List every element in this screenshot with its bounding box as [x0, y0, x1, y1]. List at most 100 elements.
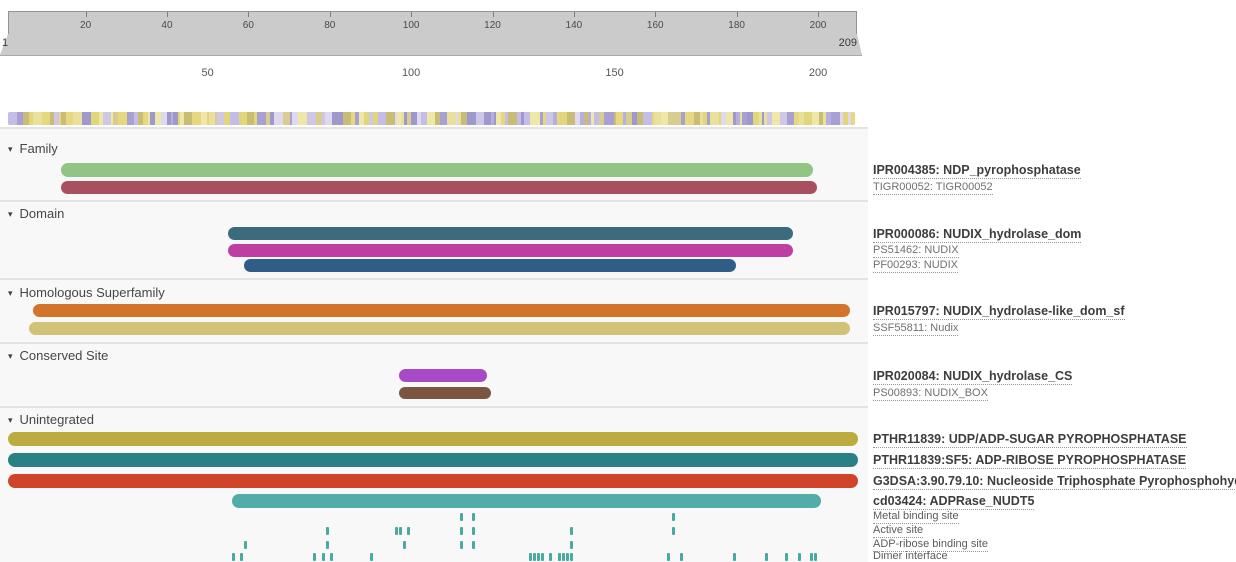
- site-residue-tick: [321, 553, 325, 561]
- feature-label-link[interactable]: PTHR11839:SF5: ADP-RIBOSE PYROPHOSPHATAS…: [873, 453, 1187, 469]
- site-track-dimer-interface[interactable]: [0, 553, 868, 561]
- feature-bar-PS51462[interactable]: [228, 244, 793, 257]
- site-residue-tick: [472, 527, 476, 535]
- feature-label-link[interactable]: Dimer interface: [873, 550, 948, 562]
- section-header-family[interactable]: ▾ Family: [8, 141, 58, 157]
- sequence-residue-stripe: [543, 112, 546, 125]
- site-track-metal-binding-site[interactable]: [0, 513, 868, 521]
- sequence-residue-stripe: [332, 112, 335, 125]
- triangle-down-icon[interactable]: ▾: [8, 415, 13, 425]
- sequence-residue-stripe: [736, 112, 740, 125]
- secondary-ruler-label: 150: [605, 67, 624, 79]
- site-residue-tick: [394, 527, 398, 535]
- section-header-domain[interactable]: ▾ Domain: [8, 206, 64, 222]
- sequence-residue-stripe: [435, 112, 440, 125]
- feature-label-active-site: Active site: [873, 524, 924, 538]
- feature-label-link[interactable]: Active site: [873, 524, 924, 538]
- feature-label-link[interactable]: Metal binding site: [873, 510, 959, 524]
- feature-bar-IPR015797[interactable]: [32, 304, 850, 317]
- sequence-residue-stripe: [843, 112, 848, 125]
- sequence-residue-stripe: [461, 112, 467, 125]
- sequence-residue-stripe: [38, 112, 42, 125]
- triangle-down-icon[interactable]: ▾: [8, 144, 13, 154]
- ruler-tick-label: 160: [646, 20, 664, 31]
- feature-bar-IPR000086[interactable]: [228, 227, 793, 240]
- feature-bar-PS00893[interactable]: [398, 387, 492, 399]
- sequence-navigation-ruler[interactable]: [8, 11, 857, 34]
- sequence-residue-stripe: [59, 112, 61, 125]
- sequence-residue-stripe: [42, 112, 50, 125]
- sequence-navigation-handle[interactable]: [0, 34, 862, 55]
- feature-label-link[interactable]: IPR020084: NUDIX_hydrolase_CS: [873, 369, 1073, 385]
- sequence-residue-stripe: [851, 112, 855, 125]
- feature-bar-cd03424[interactable]: [232, 494, 822, 508]
- ruler-tick: [85, 12, 87, 17]
- feature-label-link[interactable]: PTHR11839: UDP/ADP-SUGAR PYROPHOSPHATASE: [873, 432, 1187, 448]
- site-residue-tick: [407, 527, 411, 535]
- sequence-residue-stripe: [351, 112, 355, 125]
- sequence-residue-stripe: [138, 112, 143, 125]
- feature-label-link[interactable]: TIGR00052: TIGR00052: [873, 181, 993, 195]
- sequence-residue-stripe: [742, 112, 747, 125]
- section-header-unintegrated[interactable]: ▾ Unintegrated: [8, 412, 94, 428]
- feature-label-adp-ribose-binding-site: ADP-ribose binding site: [873, 538, 988, 552]
- triangle-down-icon[interactable]: ▾: [8, 351, 13, 361]
- section-title: Family: [19, 141, 58, 156]
- feature-label-link[interactable]: PS00893: NUDIX_BOX: [873, 387, 988, 401]
- feature-bar-TIGR00052[interactable]: [61, 181, 817, 194]
- sequence-residue-stripe: [359, 112, 364, 125]
- sequence-residue-stripe: [99, 112, 103, 125]
- site-residue-tick: [325, 527, 329, 535]
- sequence-residue-stripe: [530, 112, 537, 125]
- site-track-adp-ribose-binding-site[interactable]: [0, 541, 868, 549]
- ruler-tick-label: 20: [80, 20, 92, 31]
- sequence-residue-stripe: [674, 112, 681, 125]
- site-residue-tick: [240, 553, 244, 561]
- sequence-residue-stripe: [780, 112, 787, 125]
- sequence-residue-stripe: [540, 112, 543, 125]
- section-header-conserved-site[interactable]: ▾ Conserved Site: [8, 348, 108, 364]
- section-header-homologous-superfamily[interactable]: ▾ Homologous Superfamily: [8, 285, 165, 301]
- sequence-residue-stripe: [127, 112, 134, 125]
- feature-label-link[interactable]: G3DSA:3.90.79.10: Nucleoside Triphosphat…: [873, 474, 1236, 490]
- triangle-down-icon[interactable]: ▾: [8, 209, 13, 219]
- site-residue-tick: [370, 553, 374, 561]
- sequence-residue-stripe: [762, 112, 764, 125]
- sequence-residue-stripe: [184, 112, 192, 125]
- sequence-residue-stripe: [588, 112, 591, 125]
- sequence-residue-stripe: [537, 112, 540, 125]
- feature-bar-SSF55811[interactable]: [28, 322, 850, 335]
- feature-bar-PTHR11839-SF5[interactable]: [8, 453, 858, 467]
- sequence-residue-stripe: [759, 112, 762, 125]
- feature-bar-IPR004385[interactable]: [61, 163, 813, 177]
- feature-bar-G3DSA-3.90.79.10[interactable]: [8, 474, 858, 488]
- feature-bar-PF00293[interactable]: [244, 259, 736, 272]
- sequence-residue-stripe: [710, 112, 719, 125]
- sequence-residue-stripe: [364, 112, 369, 125]
- feature-label-link[interactable]: cd03424: ADPRase_NUDT5: [873, 494, 1035, 510]
- feature-bar-IPR020084[interactable]: [398, 369, 488, 382]
- feature-label-link[interactable]: IPR015797: NUDIX_hydrolase-like_dom_sf: [873, 304, 1125, 320]
- sequence-residue-stripe: [559, 112, 567, 125]
- site-track-active-site[interactable]: [0, 527, 868, 535]
- feature-label-metal-binding-site: Metal binding site: [873, 510, 959, 524]
- feature-label-link[interactable]: PS51462: NUDIX: [873, 244, 959, 258]
- site-residue-tick: [459, 527, 463, 535]
- sequence-residue-stripe: [91, 112, 99, 125]
- feature-label-cd03424: cd03424: ADPRase_NUDT5: [873, 494, 1035, 510]
- sequence-residue-stripe: [719, 112, 721, 125]
- sequence-residue-stripe: [209, 112, 215, 125]
- triangle-down-icon[interactable]: ▾: [8, 288, 13, 298]
- sequence-residue-stripe: [747, 112, 753, 125]
- feature-label-PTHR11839: PTHR11839: UDP/ADP-SUGAR PYROPHOSPHATASE: [873, 432, 1187, 448]
- feature-bar-PTHR11839[interactable]: [8, 432, 858, 446]
- sequence-residue-stripe: [395, 112, 397, 125]
- feature-label-link[interactable]: ADP-ribose binding site: [873, 538, 988, 552]
- sequence-residue-stripe: [632, 112, 637, 125]
- feature-label-link[interactable]: SSF55811: Nudix: [873, 322, 959, 336]
- sequence-residue-stripe: [217, 112, 224, 125]
- feature-label-link[interactable]: IPR004385: NDP_pyrophosphatase: [873, 163, 1081, 179]
- site-residue-tick: [569, 541, 573, 549]
- feature-label-link[interactable]: PF00293: NUDIX: [873, 259, 958, 273]
- feature-label-link[interactable]: IPR000086: NUDIX_hydrolase_dom: [873, 227, 1082, 243]
